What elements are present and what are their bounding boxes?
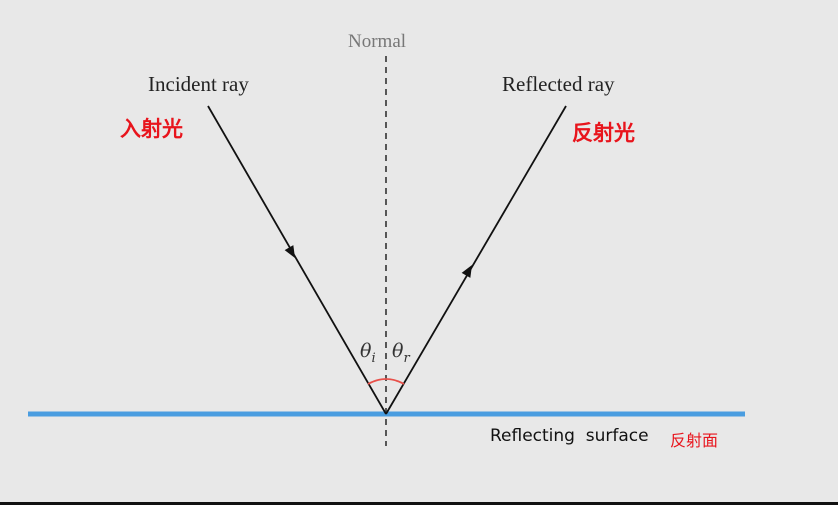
incident-arrow-icon (284, 245, 295, 258)
reflected-ray (385, 105, 567, 415)
incident-ray-label-zh: 入射光 (120, 117, 183, 141)
theta-r-label: θr (392, 340, 410, 366)
incident-ray (207, 105, 387, 415)
normal-label: Normal (348, 31, 407, 52)
surface-label: Reflecting surface (490, 426, 649, 446)
theta-i-label: θi (360, 340, 376, 366)
surface-label-zh: 反射面 (670, 431, 719, 450)
reflected-ray-label-zh: 反射光 (572, 121, 635, 145)
angle-arc (367, 378, 405, 385)
incident-ray-label: Incident ray (148, 72, 249, 96)
reflected-arrow-icon (461, 265, 472, 278)
reflected-ray-label: Reflected ray (502, 72, 615, 96)
bottom-border (0, 502, 838, 505)
